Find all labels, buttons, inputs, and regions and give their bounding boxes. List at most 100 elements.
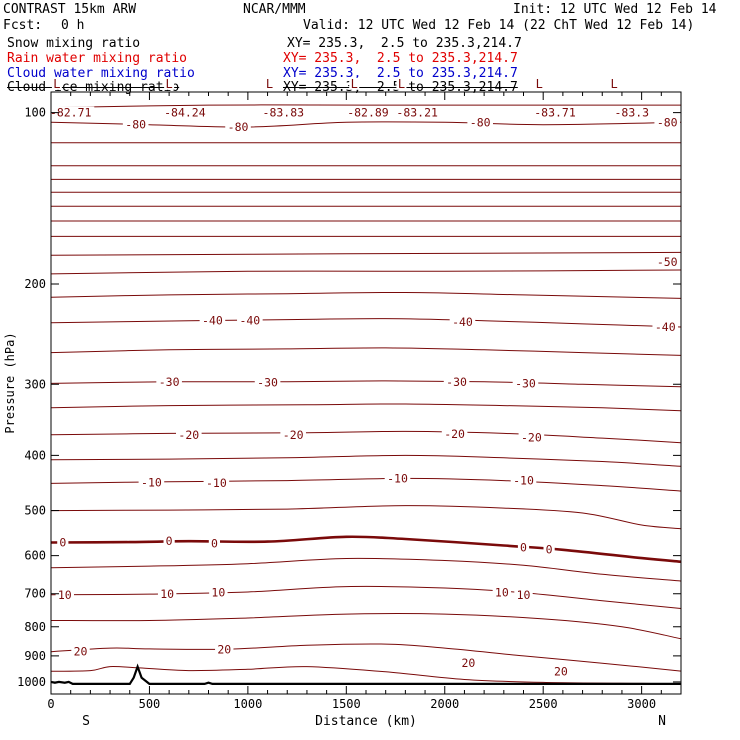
contour-label-12: -30 <box>515 376 536 390</box>
y-tick-label-5: 600 <box>24 549 46 563</box>
contour-line-24 <box>50 613 682 640</box>
contour-label-bg-28 <box>209 586 228 598</box>
contour-label-bg-33 <box>459 656 478 668</box>
contour-label-bg-22 <box>163 535 175 547</box>
min-label-6: -83.3 <box>614 106 649 120</box>
temperature-contours <box>50 91 682 685</box>
contour-label-9: -30 <box>159 375 180 389</box>
y-axis-label: Pressure (hPa) <box>3 332 17 433</box>
contour-label-26: 10 <box>58 588 72 602</box>
contour-label-27: 10 <box>160 587 174 601</box>
legend-label-snow: Snow mixing ratio <box>7 36 141 51</box>
contour-label-31: 20 <box>74 645 88 659</box>
low-marker-2: L <box>266 77 273 91</box>
low-marker-bg-3 <box>349 77 360 90</box>
contour-label-bg-34 <box>551 665 571 677</box>
plot-frame <box>50 91 682 695</box>
model-title: CONTRAST 15km ARW <box>3 2 137 17</box>
contour-line-13 <box>50 318 682 328</box>
low-marker-bg-2 <box>264 77 275 90</box>
contour-line-14 <box>50 347 682 356</box>
contour-label-bg-26 <box>55 588 74 600</box>
contour-label-bg-8 <box>652 321 679 333</box>
contour-line-15 <box>50 380 682 388</box>
contour-label-16: -20 <box>521 430 542 444</box>
y-tick-label-8: 900 <box>24 649 46 663</box>
low-marker-bg-1 <box>164 77 175 90</box>
contour-label-14: -20 <box>283 428 304 442</box>
min-label-bg-1 <box>161 106 209 118</box>
x-axis: 0 500 1000 1500 2000 2500 3000 <box>47 92 662 711</box>
contour-label-21: 0 <box>59 536 66 550</box>
x-tick-label-5: 2500 <box>529 697 558 711</box>
contour-line-11 <box>50 269 682 275</box>
contour-line-10 <box>50 251 682 256</box>
contour-label-23: 0 <box>211 536 218 550</box>
y-tick-label-9: 1000 <box>17 675 46 689</box>
contour-label-bg-25 <box>543 543 555 555</box>
contour-label-10: -30 <box>257 376 278 390</box>
contour-line-21 <box>50 535 682 563</box>
y-tick-label-0: 100 <box>24 106 46 120</box>
contour-label-bg-17 <box>138 476 165 488</box>
contour-label-17: -10 <box>141 475 162 489</box>
contour-label-32: 20 <box>217 642 231 656</box>
valid-time: Valid: 12 UTC Wed 12 Feb 14 (22 ChT Wed … <box>303 18 695 33</box>
contour-label-bg-16 <box>518 431 545 443</box>
fcst-label: Fcst: <box>3 18 43 33</box>
contour-label-4: -50 <box>657 255 678 269</box>
contour-label-1: -80 <box>228 120 249 134</box>
y-tick-label-2: 300 <box>24 377 46 391</box>
x-tick-label-2: 1000 <box>233 697 262 711</box>
contour-label-3: -80 <box>657 115 678 129</box>
contour-label-25: 0 <box>546 542 553 556</box>
low-marker-6: L <box>610 77 617 91</box>
contour-label-bg-10 <box>254 376 281 388</box>
low-marker-5: L <box>536 77 543 91</box>
terrain-profile <box>50 663 681 685</box>
y-tick-label-3: 400 <box>24 448 46 462</box>
contour-label-bg-20 <box>510 474 537 486</box>
legend-xy-rain: XY= 235.3, 2.5 to 235.3,214.7 <box>283 51 518 66</box>
min-label-0: -82.71 <box>50 106 92 120</box>
contour-label-bg-12 <box>512 377 539 389</box>
contour-label-bg-2 <box>467 116 493 128</box>
x-end-label-right: N <box>658 714 666 729</box>
contour-line-16 <box>50 403 682 412</box>
y-tick-label-7: 800 <box>24 620 46 634</box>
contour-line-22 <box>50 557 682 582</box>
contour-label-bg-24 <box>517 541 530 553</box>
low-marker-bg-6 <box>609 77 620 90</box>
contour-label-bg-7 <box>449 315 476 327</box>
legend-label-cloudwater: Cloud water mixing ratio <box>7 66 195 81</box>
min-label-bg-6 <box>611 106 652 118</box>
low-marker-1: L <box>166 77 173 91</box>
contour-label-bg-29 <box>492 586 512 598</box>
contour-label-24: 0 <box>520 540 527 554</box>
contour-label-7: -40 <box>452 315 473 329</box>
terrain-line <box>50 663 681 685</box>
contour-label-29: 10 <box>495 586 509 600</box>
legend-label-cloudice: Cloud ice mixing ratio <box>7 80 180 95</box>
contour-labels: -80 -80 -80 -80 -50 -40 -40 -40 -40 -30 -30 -30 -30 -… <box>47 106 681 678</box>
org-label: NCAR/MMM <box>243 2 306 17</box>
x-tick-label-0: 0 <box>47 697 54 711</box>
contour-label-28: 10 <box>211 586 225 600</box>
contour-label-bg-23 <box>208 537 221 549</box>
contour-label-bg-32 <box>215 643 234 655</box>
contour-label-33: 20 <box>461 656 475 670</box>
y-tick-label-6: 700 <box>24 587 46 601</box>
contour-label-bg-19 <box>384 472 411 484</box>
contour-label-0: -80 <box>125 118 146 132</box>
contour-label-bg-3 <box>654 116 681 128</box>
contour-label-20: -10 <box>513 474 534 488</box>
min-label-bg-2 <box>259 106 307 118</box>
contour-label-bg-4 <box>654 256 681 268</box>
legend-xy-snow: XY= 235.3, 2.5 to 235.3,214.7 <box>287 36 522 51</box>
contour-label-11: -30 <box>446 375 467 389</box>
contour-label-13: -20 <box>178 428 199 442</box>
contour-label-bg-5 <box>199 314 226 326</box>
